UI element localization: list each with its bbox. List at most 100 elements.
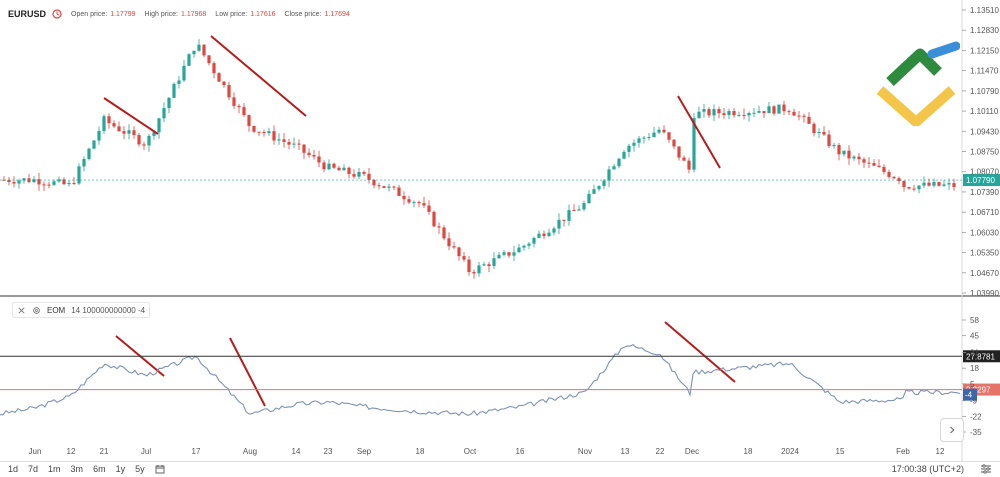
candle-body [257, 131, 261, 133]
candle-body [427, 205, 431, 212]
candle-body [542, 233, 546, 237]
candle-body [657, 129, 661, 133]
time-axis-label: Jul [141, 447, 151, 456]
candle-body [727, 111, 731, 116]
timeframe-7d[interactable]: 7d [28, 464, 39, 474]
candle-body [777, 104, 781, 114]
candle-body [927, 182, 931, 186]
timeframe-1y[interactable]: 1y [115, 464, 126, 474]
low-value: 1.17616 [250, 10, 276, 18]
candle-body [292, 143, 296, 145]
candle-body [682, 157, 686, 161]
candle-body [732, 111, 736, 116]
candle-body [852, 156, 856, 159]
candle-body [922, 182, 926, 186]
candle-body [637, 138, 641, 143]
timeframe-6m[interactable]: 6m [93, 464, 106, 474]
price-axis-label: 1.06030 [970, 228, 999, 237]
close-value: 1.17694 [324, 10, 350, 18]
candle-body [947, 183, 951, 185]
price-axis-label: 1.10110 [970, 107, 999, 116]
candle-body [677, 146, 681, 158]
candle-body [7, 179, 11, 183]
close-icon[interactable] [17, 306, 26, 315]
timeframe-1m[interactable]: 1m [48, 464, 61, 474]
candle-body [872, 163, 876, 166]
candle-body [952, 183, 956, 187]
calendar-icon[interactable] [155, 464, 165, 474]
candle-body [222, 81, 226, 86]
high-label: High price: [144, 10, 178, 18]
candle-body [557, 219, 561, 229]
clock-icon[interactable] [52, 9, 62, 19]
upper-level-tag [963, 350, 1000, 363]
candle-body [672, 139, 676, 147]
price-header: EURUSD Open price: 1.17799 High price: 1… [8, 5, 350, 23]
candle-body [602, 180, 606, 187]
candle-body [127, 130, 131, 134]
candle-body [507, 252, 511, 256]
current-price-tag [963, 174, 1000, 187]
candle-body [722, 113, 726, 116]
scroll-right-button[interactable] [940, 418, 964, 442]
candle-body [122, 131, 126, 134]
candle-body [817, 131, 821, 134]
time-axis-label: Oct [464, 447, 477, 456]
candle-body [887, 171, 891, 177]
settings-icon[interactable] [980, 464, 992, 474]
bottom-toolbar: 1d 7d 1m 3m 6m 1y 5y 17:00:38 (UTC+2) [0, 461, 1000, 477]
timeframe-bar: 1d 7d 1m 3m 6m 1y 5y [8, 464, 165, 474]
timeframe-3m[interactable]: 3m [70, 464, 84, 474]
close-label: Close price: [284, 10, 322, 18]
price-axis-label: 1.09430 [970, 127, 999, 136]
time-axis-label: 15 [836, 447, 845, 456]
timeframe-1d[interactable]: 1d [8, 464, 19, 474]
time-axis-label: 23 [324, 447, 333, 456]
candle-body [757, 111, 761, 113]
price-axis-label: 1.12150 [970, 46, 999, 55]
candle-body [107, 116, 111, 124]
candle-body [717, 109, 721, 114]
candle-body [587, 193, 591, 204]
candle-body [437, 226, 441, 228]
candle-body [647, 136, 651, 138]
candle-body [867, 162, 871, 164]
gear-icon[interactable] [32, 306, 41, 315]
candle-body [72, 182, 76, 184]
candle-body [97, 130, 101, 141]
time-axis-label: 17 [192, 447, 201, 456]
candle-body [422, 203, 426, 206]
time-axis-label: Nov [578, 447, 592, 456]
candle-body [192, 50, 196, 55]
price-axis-label: 1.05350 [970, 249, 999, 258]
candle-body [327, 163, 331, 170]
candle-body [287, 141, 291, 145]
candle-body [532, 237, 536, 244]
candle-body [417, 202, 421, 204]
time-axis-label: Aug [243, 447, 257, 456]
candle-body [162, 108, 166, 119]
candle-body [382, 186, 386, 188]
candle-body [827, 134, 831, 147]
time-axis-label: 12 [67, 447, 76, 456]
candle-body [712, 109, 716, 116]
candle-body [252, 125, 256, 132]
candle-body [607, 169, 611, 181]
eom-series-line [0, 344, 961, 417]
candle-body [282, 139, 286, 142]
time-axis-label: 18 [744, 447, 753, 456]
candle-body [617, 158, 621, 167]
candle-body [227, 85, 231, 98]
candle-body [182, 65, 186, 81]
low-label: Low price: [215, 10, 248, 18]
timeframe-5y[interactable]: 5y [135, 464, 145, 474]
candle-body [132, 130, 136, 136]
open-label: Open price: [71, 10, 108, 18]
candle-body [342, 167, 346, 171]
price-axis-label: 1.08070 [970, 168, 999, 177]
chart-area[interactable]: 1.07790 27.8781 0.2297-4 1.13510 1.12830 1.1… [0, 0, 1000, 461]
candle-body [632, 142, 636, 146]
candle-body [622, 151, 626, 159]
candle-body [592, 189, 596, 194]
candle-body [167, 97, 171, 109]
